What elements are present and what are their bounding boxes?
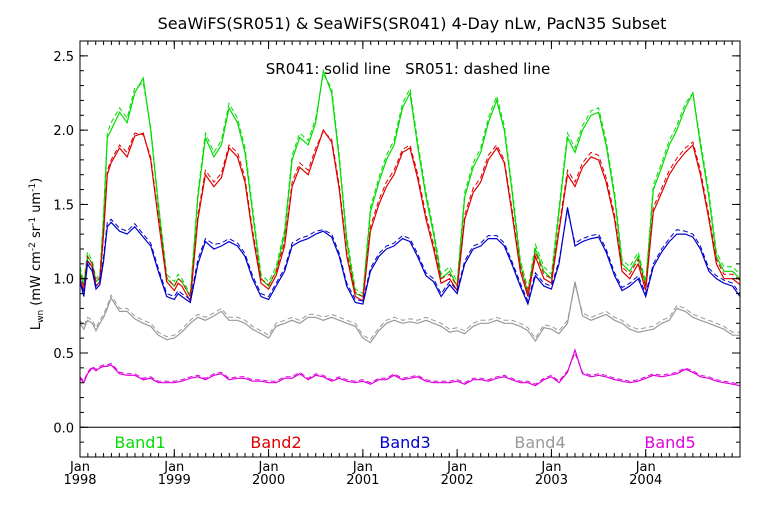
legend-band1: Band1: [114, 433, 165, 452]
x-tick-label-year: 2002: [441, 473, 474, 488]
x-tick-label-month: Jan: [258, 460, 279, 475]
x-tick-label-year: 1998: [63, 473, 96, 488]
y-tick-label: 0.0: [53, 421, 74, 436]
x-tick-label-month: Jan: [540, 460, 561, 475]
y-axis-label: Lwn (mW cm-2 sr-1 um-1): [28, 178, 46, 330]
y-tick-label: 2.5: [53, 50, 74, 65]
band1-dashed-line: [79, 72, 741, 296]
legend-band3: Band3: [379, 433, 430, 452]
y-tick-label: 1.5: [53, 198, 74, 213]
x-tick-label-month: Jan: [446, 460, 467, 475]
y-tick-label: 1.0: [53, 273, 74, 288]
x-tick-label-month: Jan: [163, 460, 184, 475]
band2-solid-line: [79, 128, 741, 303]
x-tick-label-year: 2000: [252, 473, 285, 488]
x-tick-label-month: Jan: [635, 460, 656, 475]
x-tick-label-year: 2003: [535, 473, 568, 488]
legend-band5: Band5: [644, 433, 695, 452]
band5-solid-line: [79, 348, 741, 387]
x-tick-label-year: 1999: [158, 473, 191, 488]
y-tick-label: 2.0: [53, 124, 74, 139]
y-tick-label: 0.5: [53, 347, 74, 362]
chart-title: SeaWiFS(SR051) & SeaWiFS(SR041) 4-Day nL…: [158, 14, 667, 33]
band3-solid-line: [79, 207, 741, 306]
plot-frame: [79, 40, 741, 458]
band4-solid-line: [79, 281, 740, 344]
x-tick-label-month: Jan: [352, 460, 373, 475]
x-tick-label-year: 2001: [346, 473, 379, 488]
x-tick-label-year: 2004: [629, 473, 662, 488]
band4-dashed-line: [79, 284, 740, 341]
x-tick-label-month: Jan: [69, 460, 90, 475]
legend-band4: Band4: [514, 433, 565, 452]
band3-dashed-line: [79, 210, 741, 303]
chart-annotation: SR041: solid line SR051: dashed line: [266, 60, 550, 78]
band2-dashed-line: [79, 130, 741, 299]
legend-band2: Band2: [250, 433, 301, 452]
